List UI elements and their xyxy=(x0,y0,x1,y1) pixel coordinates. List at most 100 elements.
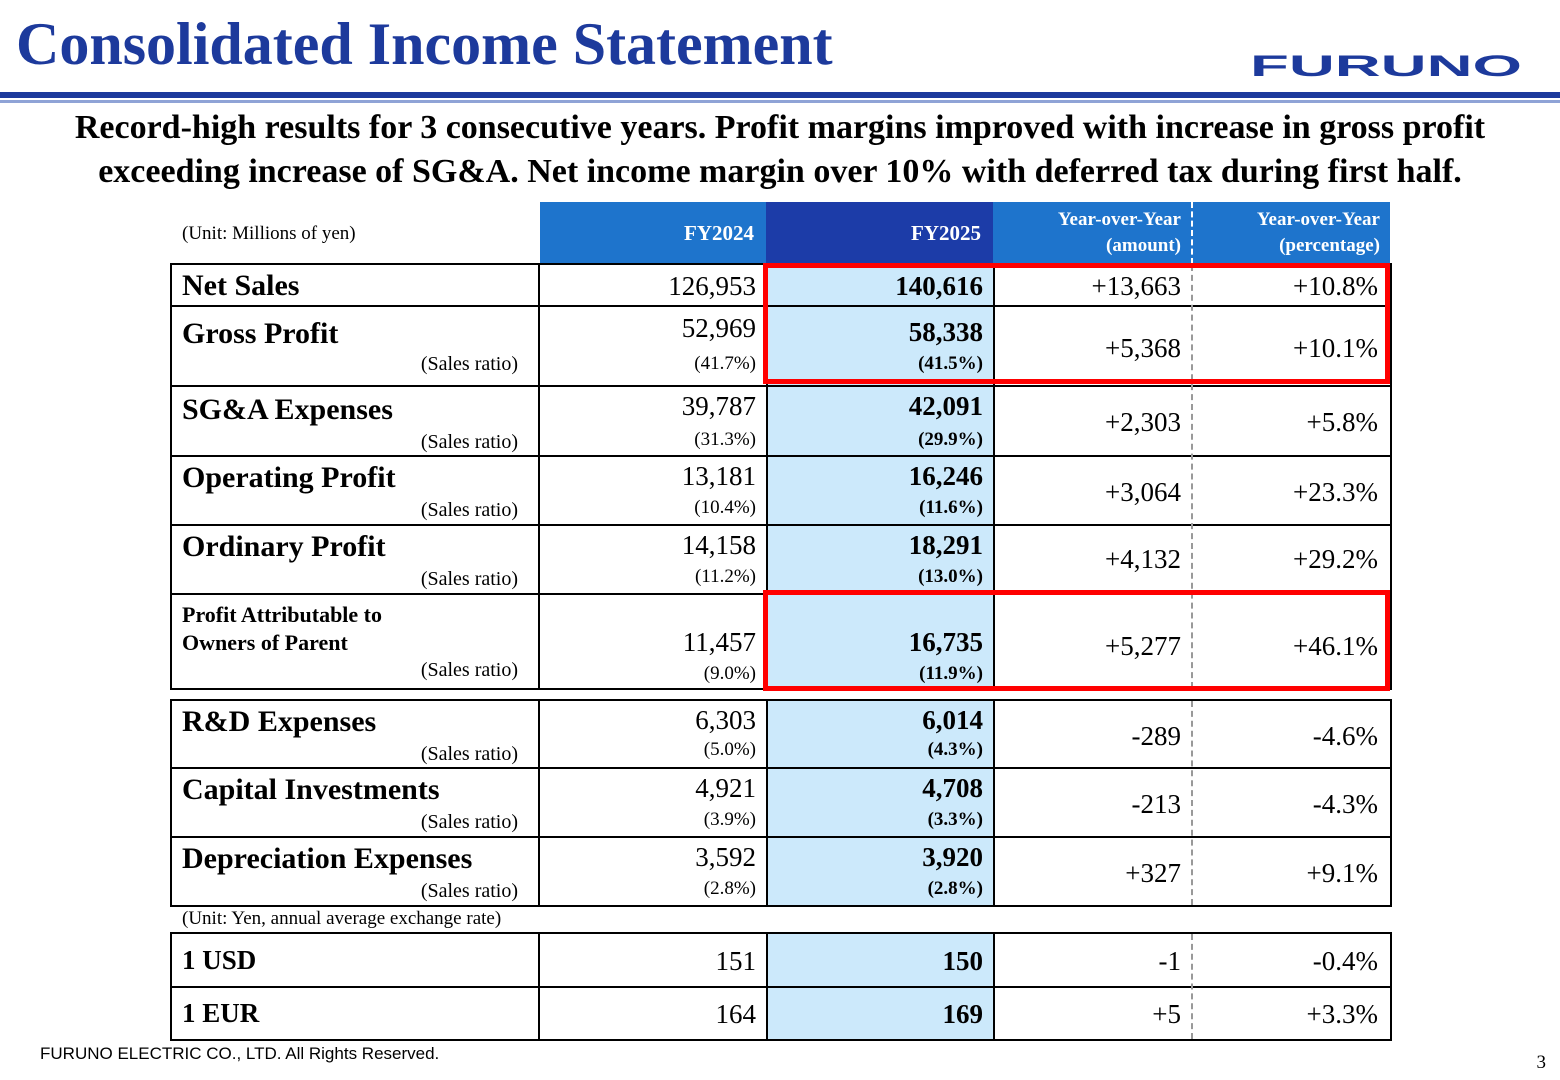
column-divider xyxy=(766,265,768,688)
yoy-amount: +5,277 xyxy=(1105,631,1181,661)
header-yoy-amount: Year-over-Year (amount) xyxy=(993,202,1191,264)
yoy-pct: -4.6% xyxy=(1312,721,1378,751)
header-fy2025: FY2025 xyxy=(766,202,993,264)
fy2024-ratio: (11.2%) xyxy=(694,566,756,587)
fy2025-ratio: (2.8%) xyxy=(927,878,983,899)
fy2024-ratio: (10.4%) xyxy=(694,497,756,518)
row-label: R&D Expenses xyxy=(182,705,377,738)
row-label: SG&A Expenses xyxy=(182,393,393,426)
fy2025-ratio: (13.0%) xyxy=(918,566,983,587)
row-label: Net Sales xyxy=(182,269,300,302)
yoy-amount: +5 xyxy=(1152,999,1181,1029)
fy2025-highlight xyxy=(766,701,993,905)
fy2025-ratio: (29.9%) xyxy=(918,429,983,450)
expenses-table: R&D Expenses (Sales ratio) 6,303 (5.0%) … xyxy=(170,699,1392,907)
column-divider xyxy=(766,701,768,905)
header-rule-light xyxy=(0,100,1560,103)
column-divider xyxy=(993,701,995,905)
column-divider xyxy=(993,934,995,1039)
table-row: R&D Expenses (Sales ratio) 6,303 (5.0%) … xyxy=(172,701,1390,769)
fy2025-value: 3,920 xyxy=(922,842,983,872)
fy2025-ratio: (11.9%) xyxy=(919,663,983,684)
yoy-pct: +9.1% xyxy=(1306,858,1378,888)
yoy-amount: +327 xyxy=(1125,858,1181,888)
fy2025-ratio: (4.3%) xyxy=(927,739,983,760)
yoy-amount: -289 xyxy=(1131,721,1182,751)
income-table: Net Sales 126,953 140,616 +13,663 +10.8%… xyxy=(170,263,1392,690)
sales-ratio-label: (Sales ratio) xyxy=(420,743,518,765)
row-label: Operating Profit xyxy=(182,461,396,494)
fy2025-highlight xyxy=(766,265,993,688)
yoy-amount: -213 xyxy=(1131,789,1182,819)
subtitle-line-2: exceeding increase of SG&A. Net income m… xyxy=(98,153,1462,190)
yoy-amount: +4,132 xyxy=(1105,544,1181,574)
svg-text:FURUNO: FURUNO xyxy=(1250,52,1522,78)
column-divider-dashed xyxy=(1191,265,1193,688)
fy2024-value: 126,953 xyxy=(668,271,756,301)
yoy-amount: +2,303 xyxy=(1105,407,1181,437)
unit-label-main: (Unit: Millions of yen) xyxy=(182,223,356,244)
fy2024-value: 164 xyxy=(715,999,757,1029)
yoy-pct: +46.1% xyxy=(1293,631,1378,661)
fy2025-value: 16,735 xyxy=(908,627,983,657)
emphasis-box-net-income xyxy=(763,590,1390,691)
fy2025-value: 169 xyxy=(942,999,984,1029)
row-label: 1 EUR xyxy=(182,998,260,1028)
subtitle-line-1: Record-high results for 3 consecutive ye… xyxy=(74,109,1486,146)
fy2024-value: 13,181 xyxy=(681,461,756,491)
table-row: Profit Attributable to Owners of Parent … xyxy=(172,595,1390,688)
row-label: Depreciation Expenses xyxy=(182,842,473,875)
fy2024-ratio: (41.7%) xyxy=(694,353,756,374)
fy2024-ratio: (9.0%) xyxy=(703,663,756,684)
sales-ratio-label: (Sales ratio) xyxy=(420,568,518,590)
fy2025-value: 16,246 xyxy=(908,461,983,491)
furuno-logo: FURUNO xyxy=(1250,52,1522,78)
row-label: Profit Attributable to Owners of Parent xyxy=(182,601,382,657)
table-row: Gross Profit (Sales ratio) 52,969 (41.7%… xyxy=(172,307,1390,387)
row-label-line1: Profit Attributable to xyxy=(182,602,383,627)
fy2024-ratio: (2.8%) xyxy=(703,878,756,899)
yoy-pct: +10.8% xyxy=(1293,271,1378,301)
page-number: 3 xyxy=(1536,1052,1547,1073)
fy2025-value: 150 xyxy=(942,946,984,976)
header-yoy-amount-line1: Year-over-Year xyxy=(1057,209,1181,230)
emphasis-box-sales-gross xyxy=(763,263,1390,384)
table-row: SG&A Expenses (Sales ratio) 39,787 (31.3… xyxy=(172,387,1390,457)
yoy-pct: +3.3% xyxy=(1306,999,1378,1029)
yoy-pct: +5.8% xyxy=(1306,407,1378,437)
table-row: 1 USD 151 150 -1 -0.4% xyxy=(172,934,1390,988)
column-divider-dashed xyxy=(1191,701,1193,905)
row-label: Gross Profit xyxy=(182,317,339,350)
fy2024-ratio: (31.3%) xyxy=(694,429,756,450)
fy2024-value: 151 xyxy=(715,946,757,976)
yoy-pct: -4.3% xyxy=(1312,789,1378,819)
header-rule xyxy=(0,92,1560,98)
header-yoy-pct-line1: Year-over-Year xyxy=(1256,209,1380,230)
row-label: Ordinary Profit xyxy=(182,530,386,563)
table-row: Depreciation Expenses (Sales ratio) 3,59… xyxy=(172,838,1390,905)
sales-ratio-label: (Sales ratio) xyxy=(420,353,518,375)
header-yoy-pct-line2: (percentage) xyxy=(1279,235,1380,256)
sales-ratio-label: (Sales ratio) xyxy=(420,811,518,833)
fy2025-ratio: (11.6%) xyxy=(919,497,983,518)
column-divider-dashed xyxy=(1191,934,1193,1039)
table-row: Ordinary Profit (Sales ratio) 14,158 (11… xyxy=(172,526,1390,595)
fy2025-value: 58,338 xyxy=(908,317,983,347)
copyright-footer: FURUNO ELECTRIC CO., LTD. All Rights Res… xyxy=(40,1044,440,1063)
fy2024-value: 39,787 xyxy=(681,391,756,421)
fy2025-value: 140,616 xyxy=(895,271,983,301)
fy2025-value: 18,291 xyxy=(908,530,983,560)
table-row: Operating Profit (Sales ratio) 13,181 (1… xyxy=(172,457,1390,526)
yoy-amount: +5,368 xyxy=(1105,333,1181,363)
yoy-amount: +13,663 xyxy=(1091,271,1181,301)
column-divider xyxy=(538,934,540,1039)
row-label: 1 USD xyxy=(182,945,257,975)
yoy-pct: +23.3% xyxy=(1293,477,1378,507)
fy2024-value: 6,303 xyxy=(695,705,756,735)
fy2024-value: 11,457 xyxy=(682,627,756,657)
yoy-pct: +29.2% xyxy=(1293,544,1378,574)
column-divider xyxy=(538,265,540,688)
column-divider xyxy=(766,934,768,1039)
row-label-line2: Owners of Parent xyxy=(182,630,348,655)
fy2025-ratio: (3.3%) xyxy=(927,809,983,830)
